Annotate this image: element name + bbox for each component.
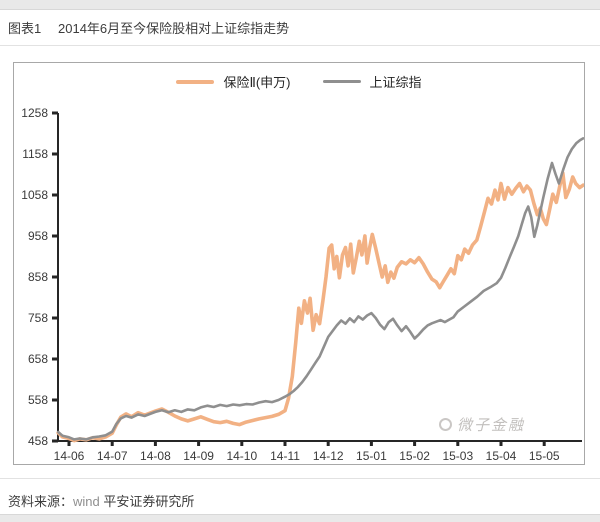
y-tick-label: 758 xyxy=(28,311,48,325)
figure-title: 2014年6月至今保险股相对上证综指走势 xyxy=(58,21,290,36)
x-tick-label: 15-01 xyxy=(356,449,387,463)
x-tick-label: 15-05 xyxy=(529,449,560,463)
x-tick-label: 15-02 xyxy=(399,449,430,463)
legend-label-insurance: 保险Ⅱ(申万) xyxy=(223,75,291,90)
chart-figure-box: 458 558 658 758 858 958 1058 1158 1258 14-06 14-07… xyxy=(13,62,585,465)
legend-label-index: 上证综指 xyxy=(369,75,422,90)
top-strip xyxy=(0,0,600,10)
y-tick-label: 558 xyxy=(28,393,48,407)
x-tick-label: 14-06 xyxy=(54,449,85,463)
y-tick-label: 858 xyxy=(28,270,48,284)
source-note: 资料来源：wind 平安证券研究所 xyxy=(8,491,194,510)
source-institution: 平安证券研究所 xyxy=(103,494,195,509)
x-tick-label: 14-11 xyxy=(270,449,300,463)
line-chart: 458 558 658 758 858 958 1058 1158 1258 14-06 14-07… xyxy=(21,106,584,463)
legend-item-insurance: 保险Ⅱ(申万) xyxy=(176,72,291,91)
y-tick-label: 1258 xyxy=(21,106,48,120)
x-tick-label: 14-08 xyxy=(140,449,171,463)
series-line-0 xyxy=(56,171,584,443)
y-tick-label: 1058 xyxy=(21,188,48,202)
x-tick-label: 15-03 xyxy=(442,449,473,463)
y-tick-label: 458 xyxy=(28,434,48,448)
x-tick-label: 15-04 xyxy=(486,449,517,463)
x-tick-label: 14-07 xyxy=(97,449,128,463)
x-tick-label: 14-09 xyxy=(183,449,214,463)
source-vendor: wind xyxy=(73,494,104,509)
series-line-1 xyxy=(56,137,584,441)
index-line-swatch-icon xyxy=(322,80,361,83)
source-prefix: 资料来源： xyxy=(8,494,74,509)
bottom-strip xyxy=(0,514,600,522)
header-divider xyxy=(0,45,600,46)
axes xyxy=(57,113,582,442)
legend-item-index: 上证综指 xyxy=(322,72,422,91)
figure-label: 图表1 xyxy=(8,21,42,36)
y-tick-label: 658 xyxy=(28,352,48,366)
figure-header: 图表1 2014年6月至今保险股相对上证综指走势 xyxy=(0,18,600,40)
footer-divider xyxy=(0,478,600,479)
x-tick-label: 14-10 xyxy=(226,449,257,463)
y-tick-label: 1158 xyxy=(22,147,48,161)
insurance-line-swatch-icon xyxy=(176,79,215,84)
y-tick-label: 958 xyxy=(28,229,48,243)
chart-legend: 保险Ⅱ(申万) 上证综指 xyxy=(14,72,584,91)
x-tick-label: 14-12 xyxy=(313,449,344,463)
